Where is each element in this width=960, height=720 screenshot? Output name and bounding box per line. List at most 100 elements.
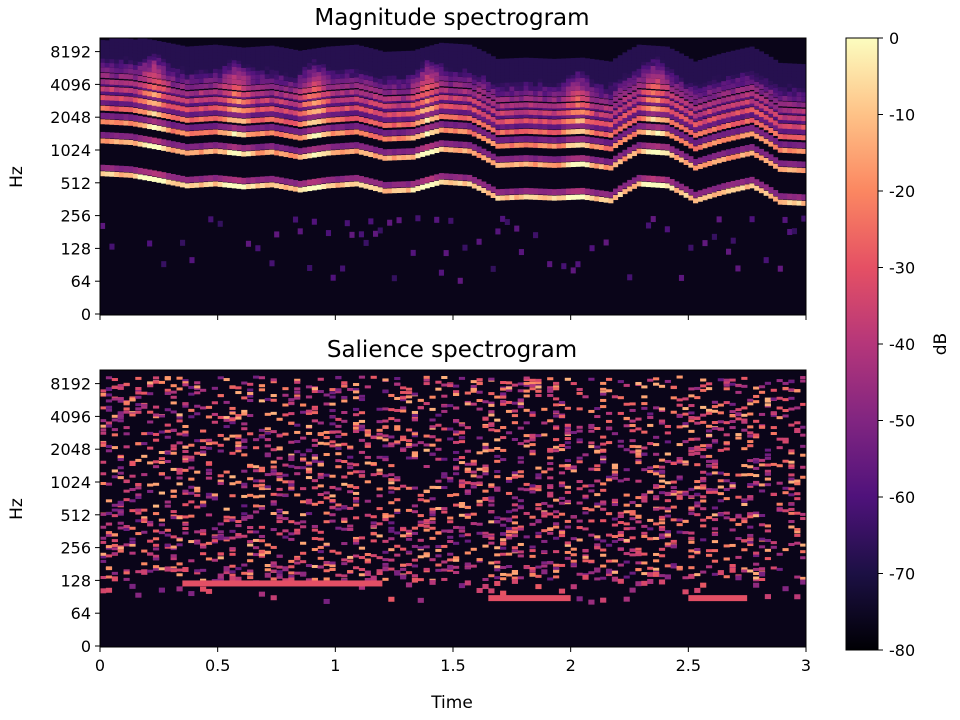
heatmap-cell xyxy=(570,155,576,162)
heatmap-cell xyxy=(245,240,252,247)
heatmap-cell xyxy=(276,475,283,479)
heatmap-cell xyxy=(622,104,628,110)
heatmap-cell xyxy=(264,427,271,431)
heatmap-cell xyxy=(429,50,435,56)
heatmap-cell xyxy=(161,69,167,75)
heatmap-cell xyxy=(288,421,295,425)
heatmap-cell xyxy=(580,155,586,162)
heatmap-cell xyxy=(135,410,142,414)
heatmap-cell xyxy=(754,127,760,134)
heatmap-cell xyxy=(188,514,195,518)
heatmap-cell xyxy=(664,84,670,90)
heatmap-cell xyxy=(631,101,637,108)
heatmap-cell xyxy=(247,388,254,392)
heatmap-cell xyxy=(180,78,186,84)
heatmap-cell xyxy=(448,46,454,52)
heatmap-cell xyxy=(354,56,360,62)
heatmap-cell xyxy=(158,518,166,522)
heatmap-cell xyxy=(340,83,346,89)
heatmap-cell xyxy=(631,91,637,97)
heatmap-cell xyxy=(317,493,324,497)
heatmap-cell xyxy=(182,430,189,434)
heatmap-cell xyxy=(401,181,407,188)
heatmap-cell xyxy=(441,560,448,564)
heatmap-cell xyxy=(294,521,301,525)
heatmap-cell xyxy=(255,245,261,252)
heatmap-cell xyxy=(311,71,317,77)
heatmap-cell xyxy=(329,395,336,399)
heatmap-cell xyxy=(448,147,454,153)
heatmap-cell xyxy=(198,116,204,122)
heatmap-cell xyxy=(269,90,275,96)
heatmap-cell xyxy=(711,93,717,99)
heatmap-cell xyxy=(152,543,160,547)
heatmap-cell xyxy=(608,115,614,122)
heatmap-cell xyxy=(481,136,487,142)
heatmap-cell xyxy=(222,149,228,155)
heatmap-cell xyxy=(438,103,444,109)
heatmap-cell xyxy=(323,598,330,604)
heatmap-cell xyxy=(697,92,703,98)
heatmap-cell xyxy=(476,87,482,93)
heatmap-cell xyxy=(617,93,623,99)
heatmap-cell xyxy=(547,97,553,103)
heatmap-cell xyxy=(495,70,501,76)
heatmap-cell xyxy=(311,486,318,490)
heatmap-cell xyxy=(274,98,280,104)
heatmap-cell xyxy=(245,85,252,91)
heatmap-cell xyxy=(481,155,487,161)
heatmap-cell xyxy=(725,57,732,63)
heatmap-cell xyxy=(311,387,318,391)
heatmap-cell xyxy=(669,185,675,191)
heatmap-cell xyxy=(123,47,129,53)
heatmap-cell xyxy=(151,124,157,130)
heatmap-cell xyxy=(476,51,482,57)
heatmap-cell xyxy=(335,130,341,136)
heatmap-cell xyxy=(417,578,424,582)
heatmap-cell xyxy=(231,144,237,151)
heatmap-cell xyxy=(645,97,652,103)
heatmap-cell xyxy=(457,55,463,61)
heatmap-cell xyxy=(100,406,107,410)
heatmap-cell xyxy=(542,70,548,76)
heatmap-cell xyxy=(188,458,195,462)
heatmap-cell xyxy=(245,177,252,184)
heatmap-cell xyxy=(341,381,348,385)
heatmap-cell xyxy=(514,188,520,195)
heatmap-cell xyxy=(198,48,204,54)
heatmap-cell xyxy=(325,144,332,151)
heatmap-cell xyxy=(344,109,350,116)
heatmap-cell xyxy=(796,124,802,130)
heatmap-cell xyxy=(495,195,501,201)
heatmap-cell xyxy=(707,135,713,142)
heatmap-cell xyxy=(184,98,190,104)
heatmap-cell xyxy=(278,132,284,138)
heatmap-cell xyxy=(182,449,189,453)
heatmap-cell xyxy=(189,110,195,117)
heatmap-cell xyxy=(165,121,171,128)
heatmap-cell xyxy=(537,122,543,129)
heatmap-cell xyxy=(294,571,301,575)
heatmap-cell xyxy=(352,383,360,387)
heatmap-cell xyxy=(340,51,346,57)
heatmap-cell xyxy=(100,46,106,52)
heatmap-cell xyxy=(189,131,195,137)
heatmap-cell xyxy=(782,95,788,101)
heatmap-cell xyxy=(400,390,407,394)
heatmap-cell xyxy=(211,558,218,562)
heatmap-cell xyxy=(509,122,515,129)
heatmap-cell xyxy=(471,150,477,156)
heatmap-cell xyxy=(264,485,271,489)
heatmap-cell xyxy=(721,91,727,97)
heatmap-cell xyxy=(417,398,424,402)
heatmap-cell xyxy=(664,49,670,55)
heatmap-cell xyxy=(768,110,774,117)
heatmap-cell xyxy=(147,136,153,143)
heatmap-cell xyxy=(476,127,482,134)
heatmap-cell xyxy=(622,149,628,156)
heatmap-cell xyxy=(490,140,496,146)
heatmap-cell xyxy=(471,177,477,184)
heatmap-cell xyxy=(278,85,284,91)
heatmap-cell xyxy=(282,463,289,467)
heatmap-cell xyxy=(142,175,148,181)
